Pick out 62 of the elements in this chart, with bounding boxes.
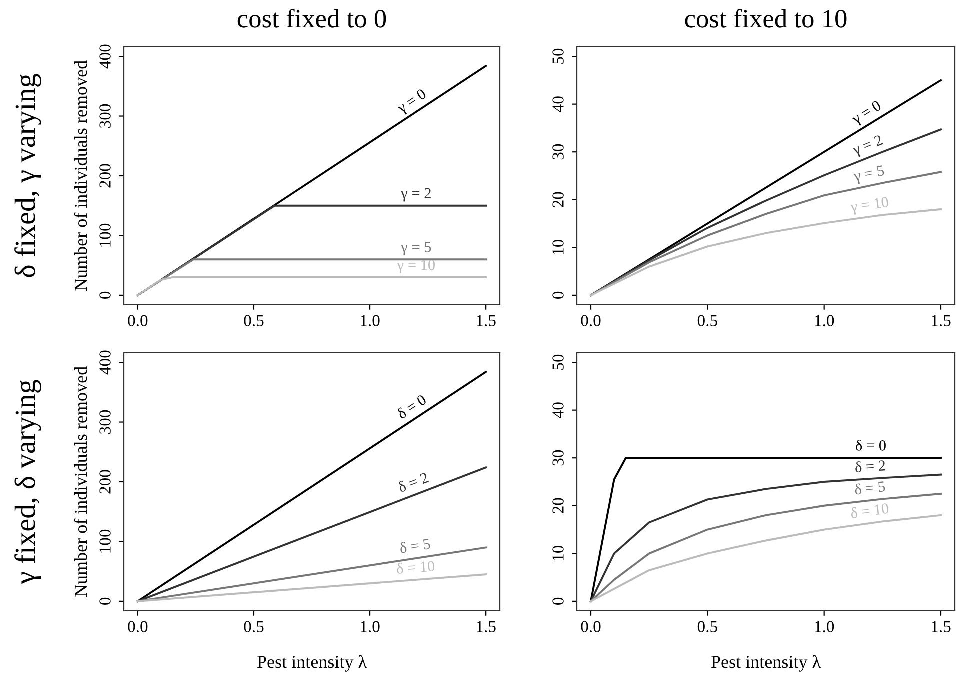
x-tick-label: 1.0 [815, 315, 834, 327]
text: δ = 5 [400, 538, 431, 554]
y-tick-label: 300 [100, 104, 111, 128]
series-label: γ = 2 [401, 188, 431, 202]
y-tick-label: 50 [552, 354, 564, 370]
y-tick-label: 300 [100, 410, 111, 434]
chart-title: cost fixed to 0 [238, 8, 386, 28]
y-tick-label: 100 [100, 224, 111, 247]
x-tick-label: 1.5 [932, 621, 951, 633]
y-tick-label: 400 [100, 44, 111, 69]
y-tick-label: 100 [100, 530, 111, 553]
y-tick-label: 30 [552, 144, 564, 160]
x-tick-label: 0.0 [128, 621, 148, 633]
text: δ fixed, γ varying [14, 74, 42, 278]
x-tick-label: 0.5 [244, 315, 264, 327]
x-tick-label: 0.0 [581, 315, 601, 327]
text: γ fixed, δ varying [14, 380, 42, 584]
text: δ = 2 [397, 472, 430, 493]
text: γ = 0 [396, 88, 429, 116]
y-tick-label: 0 [552, 598, 564, 605]
y-tick-label: 0 [100, 292, 111, 299]
series-label: δ = 0 [856, 440, 886, 451]
x-tick-label: 0.0 [128, 315, 148, 327]
x-tick-label: 1.5 [932, 315, 951, 327]
y-tick-label: 200 [100, 164, 111, 188]
y-tick-label: 40 [552, 402, 564, 418]
y-tick-label: 40 [552, 96, 564, 112]
y-tick-label: 50 [552, 48, 564, 64]
x-tick-label: 0.5 [698, 315, 718, 327]
y-tick-label: 10 [552, 240, 564, 255]
y-axis-title: Number of individuals removed [74, 366, 88, 598]
y-tick-label: 200 [100, 470, 111, 494]
x-tick-label: 0.0 [581, 621, 601, 633]
text: δ = 0 [396, 394, 428, 420]
text: γ = 2 [852, 134, 884, 158]
text: γ = 0 [850, 100, 884, 128]
series-label: γ = 10 [397, 260, 436, 274]
x-tick-label: 0.5 [698, 621, 718, 633]
text: δ = 10 [850, 502, 890, 519]
y-tick-label: 0 [552, 292, 564, 299]
x-tick-label: 1.5 [477, 315, 496, 327]
x-tick-label: 1.0 [815, 621, 834, 633]
y-tick-label: 30 [552, 450, 564, 466]
series-label: δ = 10 [396, 560, 435, 574]
series-label: δ = 2 [855, 460, 886, 473]
text: δ = 5 [854, 480, 886, 495]
y-tick-label: 10 [552, 546, 564, 561]
chart-title: cost fixed to 10 [685, 8, 847, 28]
x-tick-label: 0.5 [244, 621, 264, 633]
y-tick-label: 20 [552, 498, 564, 514]
x-tick-label: 1.5 [477, 621, 496, 633]
y-axis-title: Number of individuals removed [74, 60, 88, 292]
text: γ = 5 [853, 165, 886, 185]
y-tick-label: 400 [100, 350, 111, 375]
text: γ = 10 [850, 196, 890, 216]
x-tick-label: 1.0 [361, 315, 380, 327]
x-tick-label: 1.0 [361, 621, 380, 633]
y-tick-label: 20 [552, 192, 564, 208]
y-tick-label: 0 [100, 598, 111, 605]
series-label: γ = 5 [401, 242, 432, 256]
x-axis-title: Pest intensity λ [257, 655, 367, 672]
x-axis-title: Pest intensity λ [711, 655, 821, 672]
